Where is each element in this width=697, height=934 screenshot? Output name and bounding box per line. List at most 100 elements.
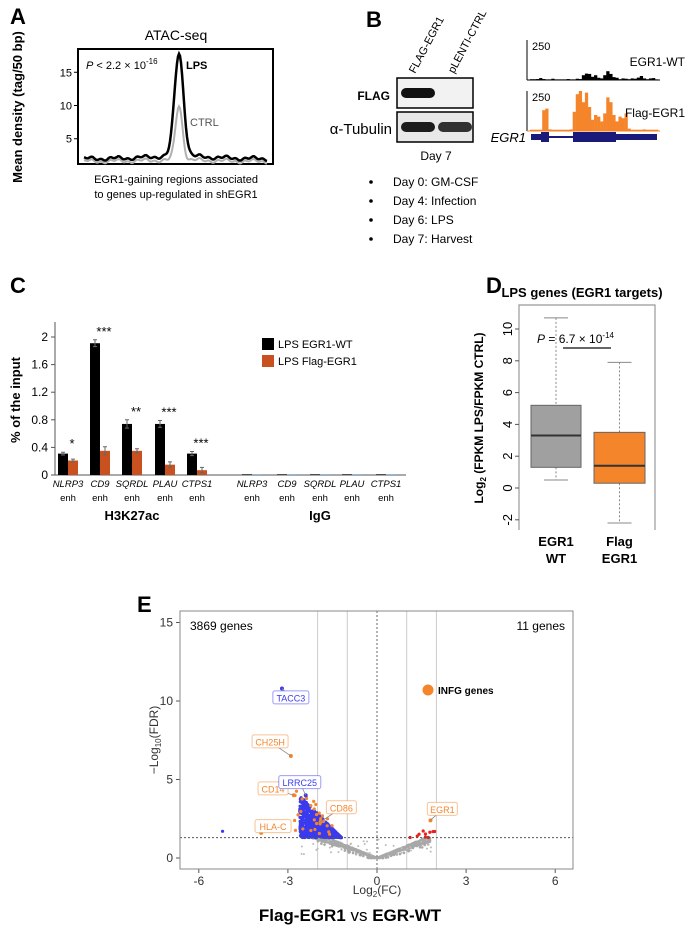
track-bar <box>627 128 631 131</box>
category-gene-label: CTPS1 <box>371 479 402 490</box>
panel-e-xtick-label: 3 <box>463 874 470 888</box>
track-bar <box>612 115 616 131</box>
point-down <box>304 809 309 814</box>
blot-caption: Day 7 <box>420 149 452 163</box>
panel-c-ytick-label: 1.6 <box>31 358 48 372</box>
gene-exon <box>616 134 657 140</box>
category-sub-label: enh <box>312 493 328 504</box>
point-ns <box>425 838 428 841</box>
point-ns <box>370 856 374 860</box>
panel-e-xlabel: Log2(FC) <box>353 883 401 899</box>
point-ns <box>328 842 332 845</box>
track-bar <box>652 78 656 80</box>
point-down <box>338 835 342 839</box>
gene-label: EGR1 <box>430 805 455 815</box>
panel-a-title: ATAC-seq <box>145 27 208 43</box>
timeline-item: Day 0: GM-CSF <box>393 175 478 189</box>
error-bar <box>158 419 162 428</box>
panel-a-legend-lps: LPS <box>186 60 207 72</box>
bar-flag <box>352 474 362 475</box>
point-up <box>423 832 428 836</box>
box-label: EGR1 <box>602 551 637 566</box>
group-label-igg: IgG <box>309 508 331 523</box>
point-ns <box>396 852 399 855</box>
panel-e-xtick-label: -3 <box>283 874 294 888</box>
track-bar <box>606 97 610 131</box>
point-ns <box>420 846 424 849</box>
bar-wt <box>242 474 252 475</box>
point-down <box>303 813 307 817</box>
track-bar <box>609 102 613 131</box>
panel-d-ytick-label: 0 <box>500 484 515 491</box>
gene-label: HLA-C <box>260 822 288 832</box>
point-down <box>303 801 307 805</box>
error-bar <box>103 446 107 456</box>
panel-d-ytick-label: -2 <box>500 514 515 526</box>
track-bar <box>606 71 610 80</box>
bar-wt <box>342 474 352 475</box>
point-down <box>304 827 308 831</box>
point-ns <box>323 843 326 846</box>
legend-label: INFG genes <box>438 686 494 697</box>
point-infg <box>317 831 321 836</box>
panel-label-b: B <box>366 7 382 32</box>
track-bar <box>636 77 640 80</box>
point-ns <box>384 844 387 847</box>
lane-label-flag-egr1: FLAG-EGR1 <box>407 15 447 76</box>
panel-d-ytick-label: 6 <box>500 389 515 396</box>
point-ns <box>411 844 415 848</box>
track-bar <box>551 129 555 131</box>
panel-c-ylabel: % of the input <box>8 356 23 443</box>
point-infg <box>327 830 331 834</box>
error-bar <box>200 466 204 474</box>
blot-row-label-flag: FLAG <box>357 89 390 103</box>
track-bar <box>627 79 631 80</box>
track-bar <box>645 129 650 131</box>
point-ns <box>351 851 355 855</box>
track-bar <box>548 129 552 131</box>
category-sub-label: enh <box>189 493 205 504</box>
gene-label: CD86 <box>330 803 353 813</box>
point-ns <box>365 840 368 843</box>
lane-label-plenti-ctrl: pLENTI-CTRL <box>446 8 489 75</box>
point-ns <box>377 847 380 850</box>
point-ns <box>337 851 340 854</box>
point-ns <box>378 855 382 859</box>
point-down <box>310 814 315 818</box>
point-down <box>220 829 225 833</box>
point-down <box>305 813 310 817</box>
panel-c-ytick-label: 0.4 <box>31 440 48 454</box>
point-infg <box>314 821 319 826</box>
point-ns <box>365 848 368 851</box>
gene-label-box <box>325 800 357 815</box>
track-bar <box>581 75 586 80</box>
point-down <box>321 828 325 833</box>
point-ns <box>355 850 358 853</box>
gene-label: TACC3 <box>276 693 305 703</box>
track-bar <box>603 113 607 131</box>
timeline-item: Day 7: Harvest <box>393 232 473 246</box>
legend-label: LPS Flag-EGR1 <box>278 356 357 368</box>
point-infg <box>314 812 319 817</box>
track-bar <box>587 107 592 131</box>
point-ns <box>400 851 403 854</box>
point-ns <box>415 843 419 846</box>
panel-e-ytick-label: 0 <box>166 851 173 865</box>
point-ns <box>344 845 348 849</box>
point-ns <box>380 854 384 858</box>
track-bar <box>618 79 622 80</box>
point-ns <box>315 848 318 851</box>
legend-swatch <box>262 355 274 367</box>
timeline-list: Day 0: GM-CSF Day 4: Infection Day 6: LPS D… <box>369 175 478 246</box>
point-ns <box>389 854 393 858</box>
box-label: Flag <box>606 534 633 549</box>
panel-d-pvalue: P = 6.7 × 10-14 <box>537 331 615 346</box>
blot-row-label-tubulin: α-Tubulin <box>330 121 392 138</box>
bar-wt <box>376 474 386 475</box>
point-ns <box>368 852 371 855</box>
significance-stars: *** <box>161 404 176 419</box>
point-infg <box>320 814 325 818</box>
track-bar <box>557 79 561 80</box>
category-sub-label: enh <box>244 493 260 504</box>
